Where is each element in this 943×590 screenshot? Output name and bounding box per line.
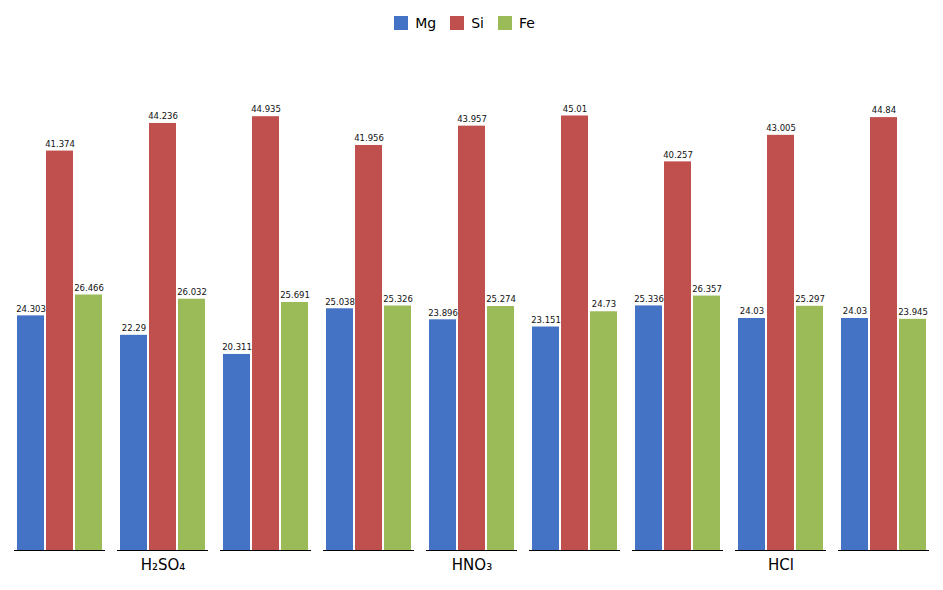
svg-text:20.311: 20.311	[222, 342, 252, 352]
svg-text:25.297: 25.297	[795, 294, 825, 304]
svg-text:23.896: 23.896	[428, 308, 458, 318]
svg-text:25.038: 25.038	[325, 297, 355, 307]
svg-text:43.957: 43.957	[457, 114, 487, 124]
svg-text:25.691: 25.691	[280, 290, 310, 300]
svg-text:24.303: 24.303	[16, 304, 46, 314]
html-text:Fe: Fe	[518, 14, 535, 31]
svg-text:44.935: 44.935	[251, 104, 281, 114]
html-text:Si: Si	[471, 14, 484, 31]
svg-text:22.29: 22.29	[122, 323, 146, 333]
svg-text:23.151: 23.151	[531, 315, 561, 325]
svg-text:HNO₃: HNO₃	[452, 556, 492, 574]
svg-text:45.01: 45.01	[563, 104, 587, 114]
svg-text:41.956: 41.956	[354, 133, 384, 143]
svg-text:H₂SO₄: H₂SO₄	[141, 556, 186, 574]
svg-text:25.326: 25.326	[383, 294, 413, 304]
svg-text:41.374: 41.374	[45, 139, 75, 149]
svg-text:25.336: 25.336	[634, 294, 664, 304]
svg-text:26.032: 26.032	[177, 287, 207, 297]
svg-text:26.357: 26.357	[692, 284, 722, 294]
html-text:Mg: Mg	[415, 14, 437, 31]
svg-text:44.236: 44.236	[148, 111, 178, 121]
svg-text:HCl: HCl	[768, 556, 794, 574]
svg-text:24.73: 24.73	[592, 299, 616, 309]
svg-text:24.03: 24.03	[843, 306, 867, 316]
svg-text:26.466: 26.466	[74, 283, 104, 293]
svg-text:25.274: 25.274	[486, 294, 516, 304]
svg-text:24.03: 24.03	[740, 306, 764, 316]
svg-text:40.257: 40.257	[663, 150, 693, 160]
svg-text:44.84: 44.84	[872, 105, 896, 115]
svg-text:43.005: 43.005	[766, 123, 796, 133]
svg-text:23.945: 23.945	[898, 307, 928, 317]
